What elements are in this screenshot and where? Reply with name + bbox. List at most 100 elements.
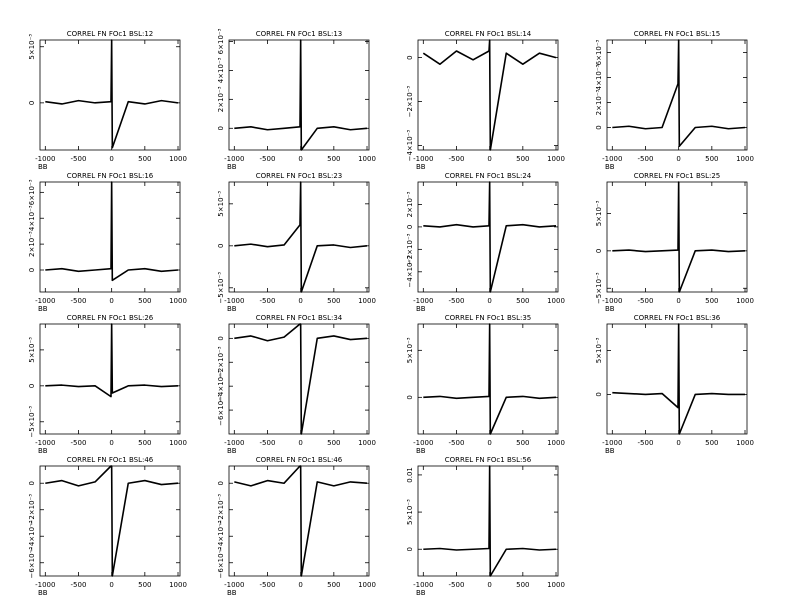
y-tick-label: 5×10⁻³ xyxy=(28,34,36,60)
correlation-line xyxy=(45,39,179,149)
x-tick-label: 1000 xyxy=(736,297,754,305)
y-tick-label: −4×10⁻³ xyxy=(406,130,414,162)
y-tick-label: 4×10⁻³ xyxy=(28,205,36,231)
x-tick-label: 0 xyxy=(109,581,113,589)
x-tick-label: 500 xyxy=(138,439,151,447)
y-tick-label: 6×10⁻³ xyxy=(28,179,36,205)
x-tick-label: 0 xyxy=(298,439,302,447)
x-tick-label: 1000 xyxy=(169,297,187,305)
x-axis-label: BB xyxy=(227,447,237,455)
y-tick-label: −6×10⁻³ xyxy=(217,547,225,579)
x-tick-label: 0 xyxy=(298,581,302,589)
x-tick-label: 500 xyxy=(138,297,151,305)
x-tick-label: -500 xyxy=(638,297,654,305)
x-tick-label: 500 xyxy=(516,439,529,447)
correlation-line xyxy=(234,323,368,435)
x-tick-label: 0 xyxy=(109,155,113,163)
x-tick-label: 1000 xyxy=(169,581,187,589)
x-tick-label: -1000 xyxy=(602,155,622,163)
x-tick-label: 1000 xyxy=(169,439,187,447)
x-tick-label: 1000 xyxy=(358,155,376,163)
x-tick-label: -1000 xyxy=(602,297,622,305)
x-axis-label: BB xyxy=(416,163,426,171)
x-tick-label: 1000 xyxy=(547,297,565,305)
y-tick-label: 0 xyxy=(406,225,414,229)
panel-title: CORREL FN FOc1 BSL:16 xyxy=(67,172,154,180)
x-tick-label: -1000 xyxy=(35,581,55,589)
panel-title: CORREL FN FOc1 BSL:13 xyxy=(256,30,343,38)
x-axis-label: BB xyxy=(38,447,48,455)
plot-box xyxy=(39,465,181,577)
x-tick-label: -500 xyxy=(71,297,87,305)
y-tick-label: 0.01 xyxy=(406,467,414,483)
panel-title: CORREL FN FOc1 BSL:25 xyxy=(634,172,721,180)
x-tick-label: -1000 xyxy=(413,155,433,163)
y-tick-label: −2×10⁻³ xyxy=(406,233,414,265)
correlation-line xyxy=(234,465,368,577)
y-tick-label: 0 xyxy=(595,392,603,396)
y-tick-label: 0 xyxy=(28,384,36,388)
x-axis-label: BB xyxy=(38,305,48,313)
plot-box xyxy=(228,323,370,435)
x-tick-label: 500 xyxy=(327,297,340,305)
x-tick-label: 0 xyxy=(487,581,491,589)
x-axis-label: BB xyxy=(416,305,426,313)
y-tick-label: 5×10⁻³ xyxy=(406,337,414,363)
panel-title: CORREL FN FOc1 BSL:26 xyxy=(67,314,154,322)
y-tick-label: −5×10⁻³ xyxy=(217,272,225,304)
y-tick-label: 2×10⁻³ xyxy=(217,86,225,112)
x-tick-label: 500 xyxy=(705,297,718,305)
x-tick-label: 1000 xyxy=(169,155,187,163)
x-axis-label: BB xyxy=(227,589,237,597)
correlation-line xyxy=(422,39,557,151)
x-tick-label: 0 xyxy=(109,439,113,447)
x-tick-label: 1000 xyxy=(358,439,376,447)
panel-title: CORREL FN FOc1 BSL:35 xyxy=(445,314,532,322)
x-tick-label: -1000 xyxy=(413,439,433,447)
y-tick-label: 0 xyxy=(28,481,36,485)
x-tick-label: 500 xyxy=(705,439,718,447)
y-tick-label: −2×10⁻³ xyxy=(406,86,414,118)
y-tick-label: −4×10⁻³ xyxy=(28,520,36,552)
panel-title: CORREL FN FOc1 BSL:12 xyxy=(67,30,154,38)
y-tick-label: −4×10⁻³ xyxy=(217,370,225,402)
y-tick-label: −5×10⁻³ xyxy=(28,406,36,438)
y-tick-label: 0 xyxy=(217,126,225,130)
plot-box xyxy=(39,39,181,151)
x-tick-label: -1000 xyxy=(602,439,622,447)
x-tick-label: 1000 xyxy=(736,439,754,447)
y-tick-label: −6×10⁻³ xyxy=(217,394,225,426)
x-tick-label: 1000 xyxy=(547,581,565,589)
panel-title: CORREL FN FOc1 BSL:46 xyxy=(256,456,343,464)
x-tick-label: -500 xyxy=(449,581,465,589)
x-tick-label: -1000 xyxy=(224,581,244,589)
correlation-line xyxy=(612,39,746,148)
plot-box xyxy=(417,323,559,435)
y-tick-label: 5×10⁻³ xyxy=(595,337,603,363)
y-tick-label: 6×10⁻³ xyxy=(595,39,603,65)
x-tick-label: -500 xyxy=(638,439,654,447)
y-tick-label: 0 xyxy=(28,268,36,272)
panel-title: CORREL FN FOc1 BSL:15 xyxy=(634,30,721,38)
y-tick-label: 5×10⁻³ xyxy=(28,337,36,363)
x-tick-label: 0 xyxy=(487,155,491,163)
x-tick-label: -1000 xyxy=(35,439,55,447)
y-tick-label: −6×10⁻³ xyxy=(28,547,36,579)
x-tick-label: 1000 xyxy=(547,439,565,447)
correlation-line xyxy=(234,39,368,151)
x-tick-label: 0 xyxy=(109,297,113,305)
y-tick-label: 0 xyxy=(595,125,603,129)
plot-box xyxy=(39,323,181,435)
x-tick-label: 500 xyxy=(705,155,718,163)
x-tick-label: 500 xyxy=(138,581,151,589)
x-tick-label: -500 xyxy=(71,439,87,447)
panel-title: CORREL FN FOc1 BSL:24 xyxy=(445,172,532,180)
y-tick-label: 0 xyxy=(595,249,603,253)
correlation-line xyxy=(423,181,557,293)
y-tick-label: −5×10⁻³ xyxy=(595,272,603,304)
y-tick-label: 5×10⁻³ xyxy=(595,200,603,226)
correlation-line xyxy=(423,465,557,577)
y-tick-label: 6×10⁻³ xyxy=(217,28,225,54)
